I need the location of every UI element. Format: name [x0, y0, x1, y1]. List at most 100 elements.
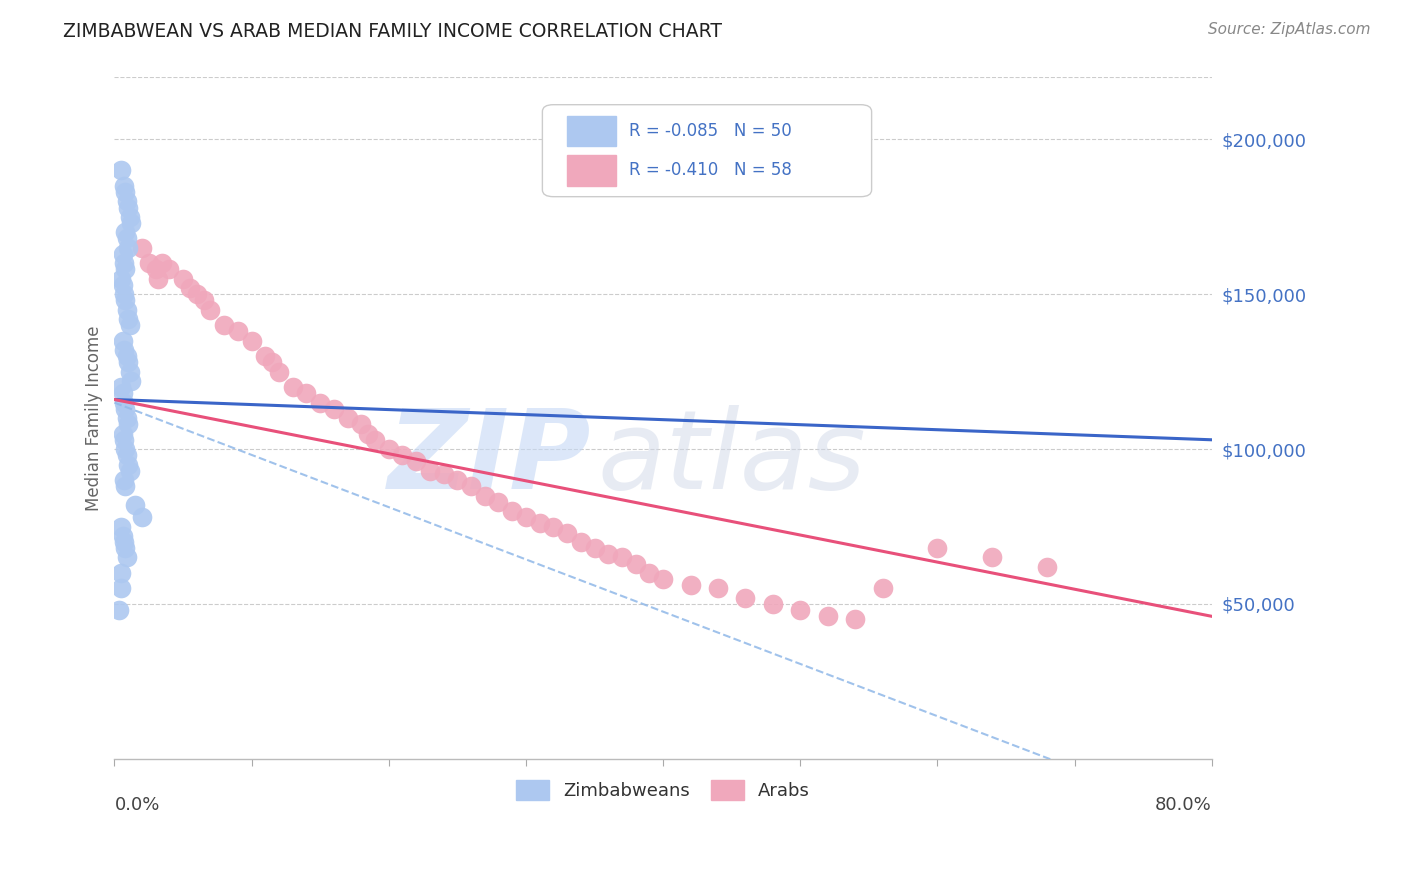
Point	[267, 365, 290, 379]
Point	[817, 609, 839, 624]
Legend: Zimbabweans, Arabs: Zimbabweans, Arabs	[509, 772, 817, 807]
Point	[555, 525, 578, 540]
Point	[419, 464, 441, 478]
Point	[583, 541, 606, 556]
Point	[115, 231, 138, 245]
Point	[111, 386, 134, 401]
Point	[405, 454, 427, 468]
Point	[624, 557, 647, 571]
Point	[112, 535, 135, 549]
Point	[350, 417, 373, 432]
Point	[281, 380, 304, 394]
Point	[112, 178, 135, 193]
Point	[114, 293, 136, 308]
Text: 80.0%: 80.0%	[1156, 797, 1212, 814]
Point	[115, 448, 138, 462]
Point	[212, 318, 235, 333]
Point	[111, 529, 134, 543]
Point	[336, 411, 359, 425]
Point	[118, 464, 141, 478]
Point	[157, 262, 180, 277]
Point	[598, 548, 620, 562]
Point	[262, 355, 284, 369]
Point	[734, 591, 756, 605]
Point	[179, 281, 201, 295]
Point	[172, 271, 194, 285]
Point	[1036, 559, 1059, 574]
Text: ZIP: ZIP	[388, 406, 592, 513]
Point	[120, 374, 142, 388]
Point	[114, 185, 136, 199]
Point	[111, 277, 134, 292]
Point	[927, 541, 949, 556]
Bar	[567, 155, 616, 186]
Point	[117, 241, 139, 255]
Point	[460, 479, 482, 493]
Point	[114, 479, 136, 493]
Point	[107, 603, 129, 617]
Point	[110, 566, 132, 580]
Point	[226, 325, 249, 339]
Point	[501, 504, 523, 518]
Point	[569, 535, 592, 549]
Point	[707, 582, 730, 596]
Point	[433, 467, 456, 481]
Point	[131, 510, 153, 524]
Point	[112, 473, 135, 487]
Point	[200, 302, 222, 317]
Point	[115, 349, 138, 363]
Point	[357, 426, 380, 441]
Point	[117, 417, 139, 432]
FancyBboxPatch shape	[543, 104, 872, 196]
Point	[112, 433, 135, 447]
Point	[391, 448, 413, 462]
Point	[186, 287, 208, 301]
Point	[543, 519, 565, 533]
Point	[488, 494, 510, 508]
Point	[114, 442, 136, 456]
Text: ZIMBABWEAN VS ARAB MEDIAN FAMILY INCOME CORRELATION CHART: ZIMBABWEAN VS ARAB MEDIAN FAMILY INCOME …	[63, 22, 723, 41]
Point	[114, 262, 136, 277]
Text: R = -0.085   N = 50: R = -0.085 N = 50	[628, 122, 792, 140]
Point	[679, 578, 702, 592]
Point	[111, 426, 134, 441]
Point	[529, 516, 551, 531]
Point	[112, 395, 135, 409]
Point	[118, 210, 141, 224]
Point	[115, 302, 138, 317]
Text: R = -0.410   N = 58: R = -0.410 N = 58	[628, 161, 792, 179]
Point	[115, 550, 138, 565]
Point	[111, 334, 134, 348]
Point	[872, 582, 894, 596]
Point	[114, 401, 136, 416]
Point	[254, 349, 277, 363]
Point	[138, 256, 160, 270]
Point	[115, 411, 138, 425]
Point	[652, 572, 675, 586]
Point	[112, 343, 135, 357]
Point	[117, 201, 139, 215]
Point	[515, 510, 537, 524]
Point	[117, 312, 139, 326]
Point	[377, 442, 399, 456]
Point	[148, 271, 170, 285]
Point	[309, 395, 332, 409]
Point	[193, 293, 215, 308]
Y-axis label: Median Family Income: Median Family Income	[86, 326, 103, 511]
Point	[110, 163, 132, 178]
Text: atlas: atlas	[598, 406, 866, 513]
Point	[118, 365, 141, 379]
Point	[111, 247, 134, 261]
Point	[112, 256, 135, 270]
Point	[152, 256, 174, 270]
Point	[120, 216, 142, 230]
Point	[762, 597, 785, 611]
Point	[364, 433, 387, 447]
Point	[789, 603, 811, 617]
Point	[117, 458, 139, 472]
Point	[114, 225, 136, 239]
Point	[131, 241, 153, 255]
Point	[117, 355, 139, 369]
Point	[981, 550, 1004, 565]
Point	[610, 550, 633, 565]
